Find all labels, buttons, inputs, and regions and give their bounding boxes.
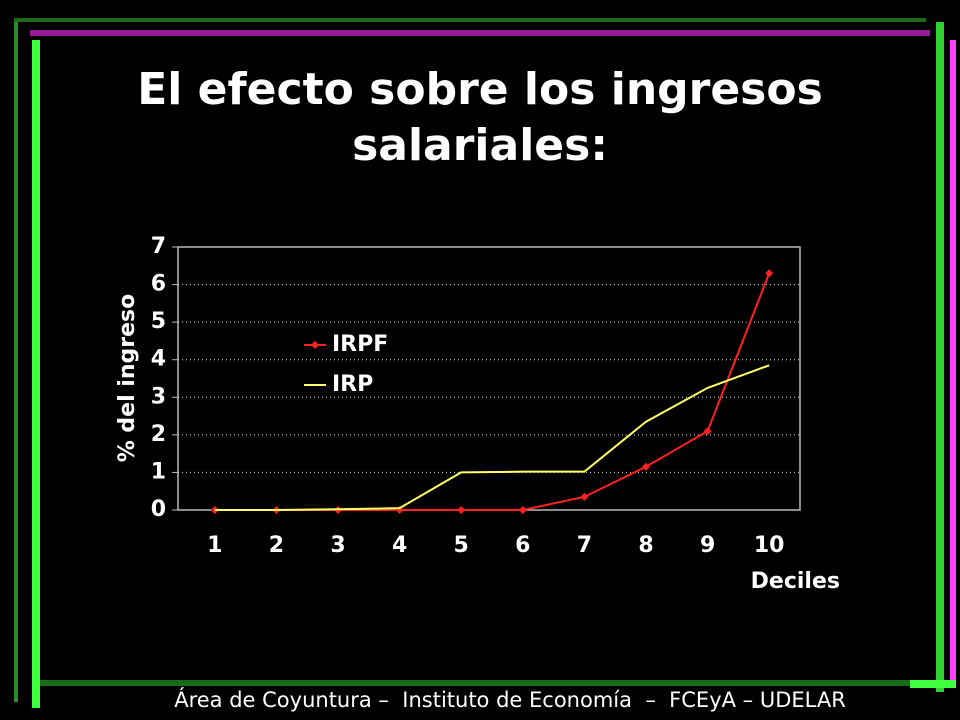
border-corner	[910, 680, 956, 688]
x-tick-label: 7	[577, 533, 592, 558]
border-right	[936, 22, 944, 692]
border-top-inner	[30, 30, 930, 36]
x-tick-label: 3	[330, 533, 345, 558]
y-tick-label: 0	[151, 497, 166, 522]
y-tick-label: 4	[151, 347, 166, 372]
point	[518, 506, 527, 514]
y-tick-label: 5	[151, 309, 166, 334]
border-left	[14, 22, 18, 702]
y-tick-label: 3	[151, 384, 166, 409]
x-tick-label: 2	[269, 533, 284, 558]
x-tick-label: 6	[515, 533, 530, 558]
point	[765, 269, 774, 278]
y-tick-label: 7	[151, 234, 166, 259]
series-line	[214, 364, 770, 511]
y-tick-label: 2	[151, 422, 166, 447]
series-line	[214, 272, 771, 511]
y-tick-label: 1	[151, 459, 166, 484]
y-axis-label: % del ingreso	[115, 294, 140, 463]
chart-title: El efecto sobre los ingresos salariales:	[137, 64, 823, 171]
legend-label: IRPF	[332, 332, 388, 357]
x-axis-label: Deciles	[751, 569, 840, 594]
x-tick-label: 5	[454, 533, 469, 558]
point	[642, 462, 650, 471]
legend-label: IRP	[332, 372, 373, 397]
border-bottom	[40, 680, 920, 686]
legend-box	[300, 325, 390, 402]
border-top	[14, 18, 926, 22]
x-tick-label: 4	[392, 533, 407, 558]
point	[703, 427, 712, 436]
border-left-inner	[32, 40, 40, 708]
point	[457, 506, 466, 514]
plot-frame	[177, 246, 801, 511]
x-tick-label: 10	[754, 533, 785, 558]
border-right-inner	[950, 40, 956, 680]
x-tick-label: 9	[700, 533, 715, 558]
y-tick-label: 6	[151, 272, 166, 297]
point	[580, 492, 589, 501]
x-tick-label: 1	[207, 533, 222, 558]
legend-marker	[311, 341, 319, 349]
footer: Área de Coyuntura – Instituto de Economí…	[174, 688, 846, 712]
x-tick-label: 8	[638, 533, 653, 558]
